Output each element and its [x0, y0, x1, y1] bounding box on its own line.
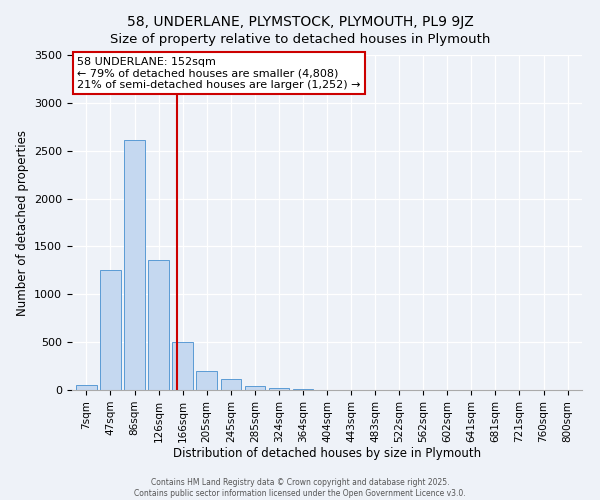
Y-axis label: Number of detached properties: Number of detached properties [16, 130, 29, 316]
Bar [100, 270, 121, 390]
Bar [269, 388, 289, 390]
Bar [245, 386, 265, 390]
Text: Contains HM Land Registry data © Crown copyright and database right 2025.
Contai: Contains HM Land Registry data © Crown c… [134, 478, 466, 498]
X-axis label: Distribution of detached houses by size in Plymouth: Distribution of detached houses by size … [173, 448, 481, 460]
Text: Size of property relative to detached houses in Plymouth: Size of property relative to detached ho… [110, 32, 490, 46]
Text: 58, UNDERLANE, PLYMSTOCK, PLYMOUTH, PL9 9JZ: 58, UNDERLANE, PLYMSTOCK, PLYMOUTH, PL9 … [127, 15, 473, 29]
Bar [76, 384, 97, 390]
Bar [293, 389, 313, 390]
Bar [172, 342, 193, 390]
Bar [221, 380, 241, 390]
Text: 58 UNDERLANE: 152sqm
← 79% of detached houses are smaller (4,808)
21% of semi-de: 58 UNDERLANE: 152sqm ← 79% of detached h… [77, 56, 361, 90]
Bar [148, 260, 169, 390]
Bar [124, 140, 145, 390]
Bar [196, 371, 217, 390]
